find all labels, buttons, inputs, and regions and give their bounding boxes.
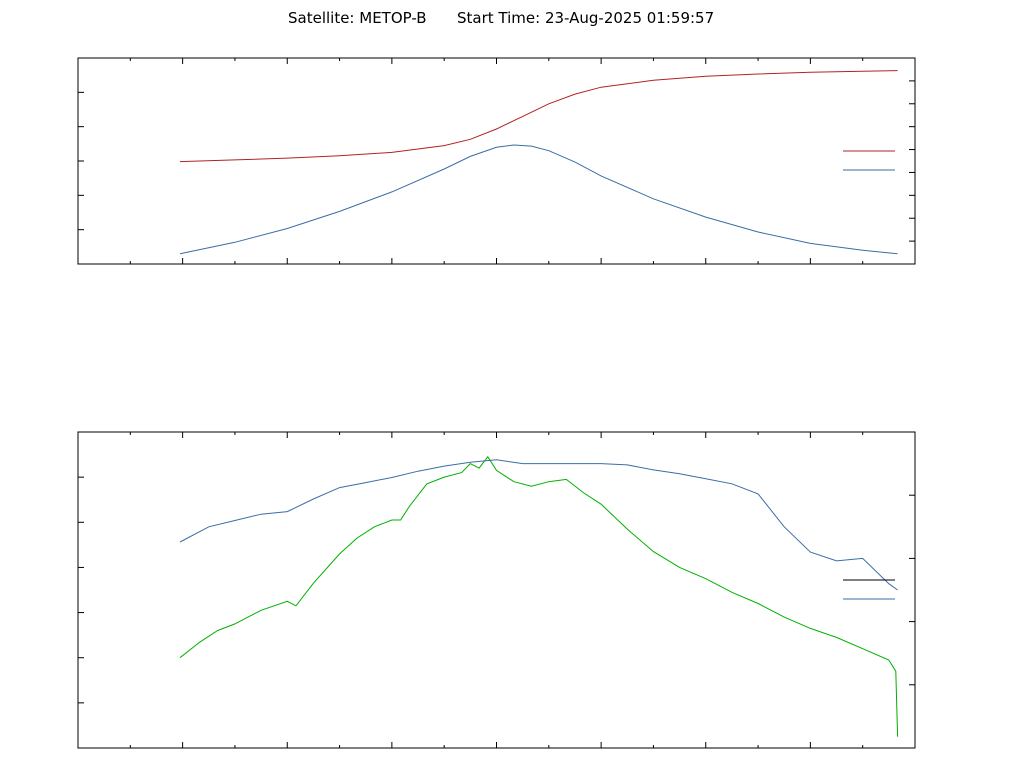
series-line-azimuth: [179, 70, 898, 163]
start-time-label: Start Time: 23-Aug-2025 01:59:57: [457, 9, 714, 27]
plot-frame: [77, 431, 916, 749]
position-chart: [77, 57, 916, 265]
series-line-ebno: [179, 459, 898, 591]
receive-signal-chart: [77, 431, 916, 749]
series-line-signal-level: [179, 455, 899, 737]
satellite-label: Satellite: METOP-B: [288, 9, 427, 27]
series-line-elevation: [179, 144, 898, 255]
